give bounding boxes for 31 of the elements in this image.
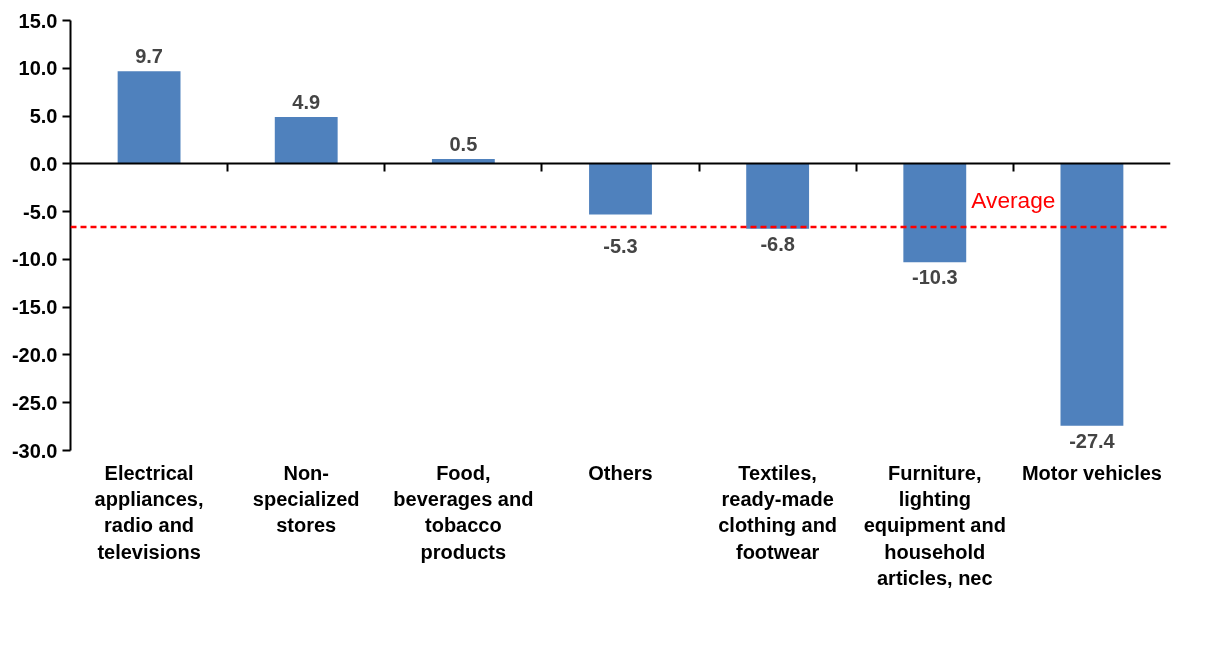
data-label: 9.7 bbox=[135, 45, 163, 68]
y-tick-label: -30.0 bbox=[11, 439, 58, 462]
data-label: 0.5 bbox=[449, 133, 478, 156]
bar bbox=[903, 163, 967, 263]
y-tick-label: -15.0 bbox=[11, 296, 58, 319]
x-tick-label: Food, beverages and tobacco products bbox=[393, 461, 534, 563]
y-tick-label: -10.0 bbox=[11, 248, 58, 271]
bar bbox=[117, 71, 181, 164]
x-tick-label: Motor vehicles bbox=[1021, 461, 1162, 484]
y-tick-label: 0.0 bbox=[29, 152, 58, 175]
x-tick-label: Non-specialized stores bbox=[252, 461, 360, 537]
bar bbox=[274, 117, 338, 164]
y-tick-label: 10.0 bbox=[18, 57, 58, 80]
bar bbox=[746, 163, 810, 229]
y-tick-label: -5.0 bbox=[23, 200, 58, 223]
data-label: -5.3 bbox=[603, 234, 638, 257]
x-tick-label: Electrical appliances, radio and televisions bbox=[94, 461, 204, 563]
y-tick-label: -25.0 bbox=[11, 391, 58, 414]
data-label: -6.8 bbox=[760, 232, 795, 255]
data-label: -27.4 bbox=[1069, 429, 1116, 452]
ref-line-label: Average bbox=[971, 186, 1056, 213]
bar bbox=[1060, 163, 1124, 426]
x-tick-label: Textiles, ready-made clothing and footwear bbox=[718, 461, 838, 563]
x-tick-label: Furniture, lighting equipment and household articles, nec bbox=[863, 461, 1006, 590]
bar bbox=[589, 163, 652, 215]
data-label: -10.3 bbox=[911, 266, 958, 289]
x-tick-label: Others bbox=[588, 461, 653, 484]
y-tick-label: 15.0 bbox=[18, 9, 58, 32]
y-tick-label: -20.0 bbox=[11, 343, 58, 366]
data-label: 4.9 bbox=[292, 91, 321, 114]
y-tick-label: 5.0 bbox=[29, 105, 58, 128]
